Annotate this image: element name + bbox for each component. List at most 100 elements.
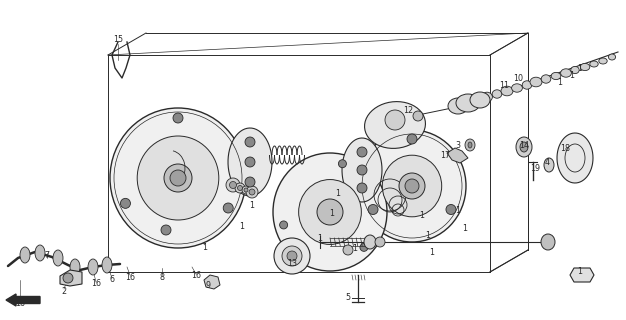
Ellipse shape (317, 199, 343, 225)
Ellipse shape (530, 77, 542, 87)
Text: FR.: FR. (19, 306, 37, 316)
Ellipse shape (70, 259, 80, 275)
Text: 15: 15 (113, 35, 123, 44)
Ellipse shape (226, 178, 240, 192)
Ellipse shape (368, 204, 378, 214)
Ellipse shape (571, 67, 579, 74)
Ellipse shape (590, 61, 598, 67)
Text: 18: 18 (560, 143, 570, 153)
Text: 1: 1 (419, 211, 424, 220)
Text: 1: 1 (250, 201, 255, 210)
Ellipse shape (53, 250, 63, 266)
Text: 16: 16 (191, 271, 201, 281)
Ellipse shape (470, 92, 490, 108)
Text: 16: 16 (91, 279, 101, 289)
Ellipse shape (453, 102, 463, 110)
Ellipse shape (20, 247, 30, 263)
Polygon shape (557, 133, 593, 183)
Text: 8: 8 (160, 273, 165, 282)
Ellipse shape (245, 177, 255, 187)
Ellipse shape (88, 259, 98, 275)
Ellipse shape (339, 160, 346, 168)
Ellipse shape (501, 86, 513, 96)
Ellipse shape (481, 92, 493, 102)
Ellipse shape (413, 111, 423, 121)
Ellipse shape (245, 157, 255, 167)
Text: 17: 17 (440, 150, 450, 159)
Ellipse shape (468, 142, 472, 148)
Ellipse shape (599, 58, 607, 64)
Ellipse shape (35, 245, 45, 261)
Text: 1: 1 (456, 205, 461, 214)
Ellipse shape (541, 234, 555, 250)
Ellipse shape (357, 147, 367, 157)
Ellipse shape (170, 170, 186, 186)
Text: 14: 14 (519, 140, 529, 149)
Polygon shape (204, 275, 220, 289)
Ellipse shape (364, 235, 376, 249)
Ellipse shape (511, 84, 523, 92)
Text: 1: 1 (336, 188, 341, 197)
Ellipse shape (63, 273, 73, 283)
Ellipse shape (465, 139, 475, 151)
Text: 1: 1 (317, 234, 322, 243)
Text: 1: 1 (558, 77, 563, 86)
Ellipse shape (552, 72, 561, 80)
Ellipse shape (223, 203, 233, 213)
Ellipse shape (469, 95, 483, 105)
Ellipse shape (230, 181, 237, 188)
Text: 5: 5 (346, 293, 351, 302)
Ellipse shape (110, 108, 246, 248)
Ellipse shape (357, 183, 367, 193)
Ellipse shape (492, 90, 502, 98)
Ellipse shape (385, 110, 405, 130)
Ellipse shape (461, 98, 471, 108)
Polygon shape (570, 268, 594, 282)
Text: 11: 11 (499, 81, 509, 90)
Text: 1: 1 (570, 70, 575, 79)
Text: 2: 2 (61, 286, 66, 295)
Text: 1: 1 (578, 268, 583, 276)
Text: 16: 16 (15, 300, 25, 308)
Text: 1: 1 (202, 243, 207, 252)
Ellipse shape (516, 137, 532, 157)
Text: 16: 16 (125, 273, 135, 282)
Text: 12: 12 (403, 106, 413, 115)
Ellipse shape (522, 81, 532, 89)
Ellipse shape (358, 130, 466, 242)
Ellipse shape (407, 134, 417, 144)
Ellipse shape (399, 173, 425, 199)
Text: 6: 6 (110, 276, 115, 284)
Ellipse shape (237, 186, 242, 190)
Text: 10: 10 (513, 74, 523, 83)
Text: 3: 3 (456, 140, 461, 149)
Ellipse shape (448, 98, 468, 114)
Text: 19: 19 (530, 164, 540, 172)
Ellipse shape (405, 179, 419, 193)
Ellipse shape (173, 113, 183, 123)
Ellipse shape (561, 69, 572, 77)
Ellipse shape (544, 158, 554, 172)
Ellipse shape (382, 155, 442, 217)
Ellipse shape (446, 204, 456, 214)
Ellipse shape (274, 238, 310, 274)
Ellipse shape (357, 165, 367, 175)
Text: 1: 1 (578, 63, 583, 73)
Text: 1: 1 (352, 244, 357, 252)
Ellipse shape (541, 75, 551, 83)
Ellipse shape (280, 221, 287, 229)
Polygon shape (447, 148, 468, 163)
Ellipse shape (120, 198, 130, 208)
Text: 1: 1 (429, 247, 434, 257)
Ellipse shape (456, 94, 480, 112)
Ellipse shape (299, 180, 361, 244)
Text: 1: 1 (463, 223, 468, 233)
Polygon shape (364, 101, 426, 148)
FancyArrow shape (6, 294, 40, 306)
Text: 7: 7 (44, 251, 49, 260)
Ellipse shape (282, 246, 302, 266)
Ellipse shape (287, 251, 297, 261)
Ellipse shape (242, 186, 250, 194)
Ellipse shape (246, 186, 258, 198)
Ellipse shape (161, 225, 171, 235)
